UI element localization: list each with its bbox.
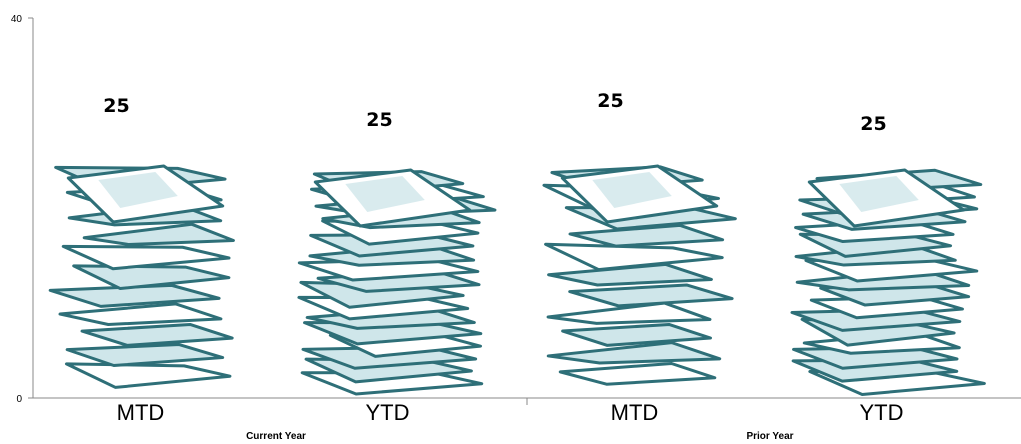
paper-stack-bar bbox=[542, 164, 737, 386]
paper-sheet bbox=[72, 264, 231, 291]
paper-sheet bbox=[61, 244, 231, 271]
paper-shading bbox=[592, 172, 672, 208]
y-tick-label: 40 bbox=[11, 14, 23, 25]
x-category-label: MTD bbox=[611, 400, 659, 425]
data-label: 25 bbox=[103, 95, 129, 117]
paper-stack-bar bbox=[297, 168, 497, 396]
paper-sheet bbox=[568, 283, 734, 308]
paper-sheet bbox=[558, 361, 717, 386]
paper-sheet bbox=[544, 242, 724, 272]
paper-sheet bbox=[58, 302, 223, 327]
y-tick-label: 0 bbox=[16, 394, 22, 405]
x-group-label: Current Year bbox=[246, 431, 306, 442]
chart-labels: 40 0 25 MTD 25 YTD 25 MTD 25 YTD Current Year Prior… bbox=[11, 14, 904, 442]
x-group-label: Prior Year bbox=[746, 431, 793, 442]
paper-sheet bbox=[65, 343, 225, 368]
paper-stack-bar bbox=[48, 164, 235, 389]
paper-stack-bar bbox=[790, 168, 986, 396]
chart-axes bbox=[28, 17, 1021, 405]
paper-sheet bbox=[568, 223, 725, 248]
data-label: 25 bbox=[860, 113, 886, 135]
paper-shading bbox=[98, 172, 178, 208]
paper-sheet bbox=[546, 301, 712, 325]
chart-marks bbox=[48, 164, 986, 396]
paper-sheet bbox=[80, 322, 234, 347]
paper-sheet bbox=[64, 362, 232, 389]
paper-sheet bbox=[82, 222, 235, 247]
paper-sheet bbox=[546, 341, 722, 365]
paper-sheet bbox=[561, 322, 712, 347]
paper-shading bbox=[839, 176, 919, 212]
data-label: 25 bbox=[597, 90, 623, 112]
x-category-label: MTD bbox=[117, 400, 165, 425]
x-category-label: YTD bbox=[366, 400, 410, 425]
x-category-label: YTD bbox=[860, 400, 904, 425]
data-label: 25 bbox=[366, 109, 392, 131]
paper-shading bbox=[345, 176, 425, 212]
